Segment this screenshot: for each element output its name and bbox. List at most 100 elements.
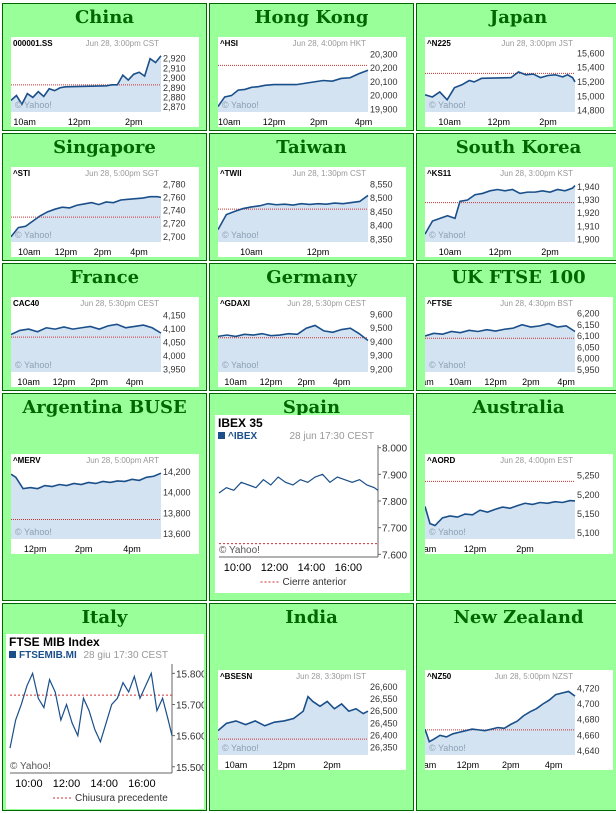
x-tick-label: 10am <box>13 117 36 127</box>
y-tick-label: 2,740 <box>163 206 186 216</box>
index-chart[interactable]: CAC40 Jun 28, 5:30pm CEST © Yahoo! 4,150 4,1… <box>11 297 199 387</box>
index-chart[interactable]: ^TWII Jun 28, 1:30pm CST © Yahoo! 8,550 8,50… <box>218 167 406 257</box>
y-tick-label: 15.500 <box>176 763 204 774</box>
x-tick-label: 10am <box>18 247 41 257</box>
timestamp-label: Jun 28, 3:00pm KST <box>500 169 573 178</box>
y-tick-label: 6,200 <box>577 309 600 319</box>
y-tick-label: 20,200 <box>370 63 398 73</box>
y-tick-label: 13,600 <box>163 529 191 539</box>
x-tick-label: 10am <box>17 377 40 387</box>
index-chart[interactable]: 000001.SS Jun 28, 3:00pm CST © Yahoo! 2,920… <box>11 37 199 127</box>
y-tick-label: 9,400 <box>370 337 393 347</box>
y-tick-label: 1,930 <box>577 195 600 205</box>
series-line <box>11 323 162 336</box>
y-tick-label: 9,600 <box>370 309 393 319</box>
region-title: UK FTSE 100 <box>451 267 586 288</box>
yahoo-watermark: © Yahoo! <box>10 761 51 772</box>
index-chart[interactable]: ^NZ50 Jun 28, 5:00pm NZST © Yahoo! 4,720 4,7… <box>425 670 613 770</box>
x-tick-label: 14:00 <box>90 778 118 790</box>
y-tick-label: 6,000 <box>577 354 600 364</box>
index-chart[interactable]: ^AORD Jun 28, 4:00pm EST © Yahoo! 5,250 5,20… <box>425 454 613 554</box>
symbol-label: FTSEMIB.MI <box>19 650 77 661</box>
index-chart[interactable]: ^GDAXI Jun 28, 5:30pm CEST © Yahoo! 9,600 9,… <box>218 297 406 387</box>
series-legend-swatch <box>9 651 16 658</box>
yahoo-watermark: © Yahoo! <box>15 230 52 240</box>
index-chart[interactable]: ^N225 Jun 28, 3:00pm JST © Yahoo! 15,600 15,… <box>425 37 613 127</box>
symbol-label: ^NZ50 <box>427 672 452 681</box>
market-cell-taiwan: Taiwan ^TWII Jun 28, 1:30pm CST © Yahoo! 8,5… <box>209 133 414 261</box>
y-tick-label: 15,400 <box>577 63 605 73</box>
y-tick-label: 15,200 <box>577 77 605 87</box>
symbol-label: ^HSI <box>220 39 238 48</box>
x-tick-label: 10am <box>438 117 461 127</box>
x-tick-label: 12:00 <box>261 562 289 574</box>
y-tick-label: 2,910 <box>163 63 186 73</box>
y-tick-label: 4,720 <box>577 683 600 693</box>
x-tick-label: 2pm <box>541 247 559 257</box>
y-tick-label: 4,100 <box>163 324 186 334</box>
index-chart[interactable]: IBEX 35^IBEX 28 jun 17:30 CEST © Yahoo! 8.0… <box>215 415 410 593</box>
x-tick-label: 12pm <box>457 760 480 770</box>
y-tick-label: 13,800 <box>163 508 191 518</box>
x-tick-label: 12pm <box>55 247 78 257</box>
y-tick-label: 8,450 <box>370 207 393 217</box>
timestamp-label: Jun 28, 4:30pm BST <box>500 299 573 308</box>
market-cell-uk-ftse-100: UK FTSE 100 ^FTSE Jun 28, 4:30pm BST © Yaho… <box>416 263 616 391</box>
region-title: Argentina BUSE <box>22 397 187 418</box>
area-fill <box>425 500 575 539</box>
x-tick-label: 10:00 <box>224 562 252 574</box>
y-tick-label: 5,950 <box>577 365 600 375</box>
x-tick-label: 10am <box>439 247 462 257</box>
y-tick-label: 5,250 <box>577 471 600 481</box>
x-tick-label: 12pm <box>489 247 512 257</box>
x-tick-label: 4pm <box>355 117 373 127</box>
area-fill <box>11 473 161 539</box>
y-tick-label: 2,760 <box>163 192 186 202</box>
y-tick-label: 26,400 <box>370 731 398 741</box>
area-fill <box>218 325 368 372</box>
x-tick-label: 10am <box>425 544 436 554</box>
x-tick-label: 2pm <box>310 117 328 127</box>
series-line <box>425 690 576 743</box>
y-tick-label: 20,100 <box>370 77 398 87</box>
y-tick-label: 9,500 <box>370 323 393 333</box>
legend-label: Cierre anterior <box>283 577 348 588</box>
chart-title: IBEX 35 <box>218 416 263 430</box>
series-line <box>218 473 379 494</box>
x-tick-label: 2pm <box>539 117 557 127</box>
region-title: Hong Kong <box>254 7 369 28</box>
index-chart[interactable]: ^KS11 Jun 28, 3:00pm KST © Yahoo! 1,940 1,93… <box>425 167 613 257</box>
chart-title: FTSE MIB Index <box>9 635 100 649</box>
y-tick-label: 2,780 <box>163 179 186 189</box>
x-tick-label: 4pm <box>123 544 141 554</box>
y-tick-label: 15,600 <box>577 48 605 58</box>
yahoo-watermark: © Yahoo! <box>222 360 259 370</box>
y-tick-label: 2,700 <box>163 232 186 242</box>
market-cell-china: China 000001.SS Jun 28, 3:00pm CST © Yahoo!… <box>2 3 207 131</box>
y-tick-label: 7.900 <box>382 470 407 481</box>
index-chart[interactable]: ^MERV Jun 28, 5:00pm ART © Yahoo! 14,200 14,… <box>11 454 199 554</box>
index-chart[interactable]: ^STI Jun 28, 5:00pm SGT © Yahoo! 2,780 2,760… <box>11 167 199 257</box>
x-tick-label: 2pm <box>94 247 112 257</box>
index-chart[interactable]: ^BSESN Jun 28, 3:30pm IST © Yahoo! 26,600 26… <box>218 670 406 770</box>
timestamp-label: 28 jun 17:30 CEST <box>290 431 375 442</box>
region-title: Italy <box>81 607 128 628</box>
x-tick-label: 10am <box>240 247 263 257</box>
area-fill <box>425 323 575 372</box>
area-fill <box>11 55 161 112</box>
index-chart[interactable]: ^HSI Jun 28, 4:00pm HKT © Yahoo! 20,300 20,2… <box>218 37 406 127</box>
y-tick-label: 26,450 <box>370 718 398 728</box>
timestamp-label: Jun 28, 3:00pm JST <box>501 39 573 48</box>
index-chart[interactable]: ^FTSE Jun 28, 4:30pm BST © Yahoo! 6,2006,15… <box>425 297 613 387</box>
y-tick-label: 9,300 <box>370 351 393 361</box>
y-tick-label: 20,300 <box>370 49 398 59</box>
timestamp-label: Jun 28, 4:00pm HKT <box>293 39 366 48</box>
series-line <box>425 70 576 102</box>
timestamp-label: Jun 28, 5:00pm ART <box>86 456 159 465</box>
x-tick-label: 12pm <box>68 117 91 127</box>
x-tick-label: 8am <box>425 377 434 387</box>
x-tick-label: 2pm <box>516 544 534 554</box>
x-tick-label: 12pm <box>484 377 507 387</box>
market-cell-spain: Spain IBEX 35 ^IBEX 28 jun 17:30 CEST © Yaho… <box>209 393 414 601</box>
